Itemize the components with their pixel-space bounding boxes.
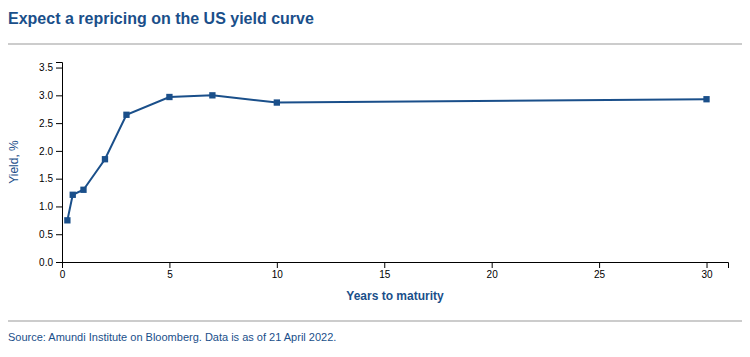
y-tick-label: 0.0 — [39, 257, 53, 268]
y-tick-label: 2.0 — [39, 146, 53, 157]
x-axis-line — [63, 263, 729, 269]
x-tick-mark — [492, 262, 493, 268]
x-axis: 0 5 10 15 20 25 30 — [60, 262, 729, 280]
point — [209, 92, 215, 98]
x-tick: 0 — [60, 262, 66, 280]
point — [703, 96, 709, 102]
y-tick: 2.0 — [39, 146, 62, 157]
x-tick-mark — [707, 262, 708, 268]
x-tick: 10 — [272, 262, 284, 280]
y-tick: 2.5 — [39, 118, 62, 129]
y-axis-line — [56, 63, 63, 263]
y-tick: 3.5 — [39, 62, 62, 73]
separator — [8, 321, 742, 322]
x-tick-label: 15 — [379, 269, 391, 280]
x-tick: 5 — [167, 262, 173, 280]
point — [274, 99, 280, 105]
y-tick-label: 3.5 — [39, 62, 53, 73]
y-tick-mark — [56, 68, 62, 69]
x-tick-label: 25 — [594, 269, 606, 280]
y-tick: 0.0 — [39, 257, 62, 268]
x-tick-label: 10 — [272, 269, 284, 280]
y-tick-mark — [56, 151, 62, 152]
x-tick: 15 — [379, 262, 391, 280]
y-tick: 1.0 — [39, 201, 62, 212]
x-tick-mark — [599, 262, 600, 268]
y-tick-label: 1.5 — [39, 173, 53, 184]
x-tick-label: 20 — [487, 269, 499, 280]
chart: Expect a repricing on the US yield curve… — [0, 0, 750, 357]
x-tick-mark — [169, 262, 170, 268]
y-tick: 1.5 — [39, 173, 62, 184]
x-tick-mark — [277, 262, 278, 268]
y-tick: 3.0 — [39, 90, 62, 101]
line — [67, 95, 706, 220]
point — [80, 187, 86, 193]
title: Expect a repricing on the US yield curve — [8, 10, 314, 27]
y-axis: 0.0 0.5 1.0 1.5 2.0 2.5 3.0 3.5 — [39, 62, 62, 267]
x-tick: 20 — [487, 262, 499, 280]
series — [64, 92, 709, 223]
separator — [8, 44, 742, 45]
x-tick-mark — [384, 262, 385, 268]
y-tick-label: 3.0 — [39, 90, 53, 101]
y-tick-mark — [56, 206, 62, 207]
x-tick: 30 — [701, 262, 713, 280]
point — [64, 217, 70, 223]
x-tick: 25 — [594, 262, 606, 280]
y-tick-mark — [56, 123, 62, 124]
x-tick-label: 5 — [167, 269, 173, 280]
y-tick-label: 1.0 — [39, 201, 53, 212]
y-tick-mark — [56, 262, 62, 263]
y-tick-label: 0.5 — [39, 229, 53, 240]
point — [166, 94, 172, 100]
point — [102, 156, 108, 162]
y-tick-mark — [56, 95, 62, 96]
x-tick-label: 0 — [60, 269, 66, 280]
y-tick: 0.5 — [39, 229, 62, 240]
x-axis-title: Years to maturity — [346, 289, 444, 303]
x-tick-label: 30 — [701, 269, 713, 280]
y-tick-mark — [56, 234, 62, 235]
plot: 0 5 10 15 20 25 30 0.0 0.5 1.0 1.5 2.0 2.5 3.0 3.5 — [39, 62, 728, 280]
y-tick-mark — [56, 179, 62, 180]
point — [123, 112, 129, 118]
point — [70, 192, 76, 198]
y-axis-title: Yield, % — [7, 140, 21, 184]
y-tick-label: 2.5 — [39, 118, 53, 129]
source: Source: Amundi Institute on Bloomberg. D… — [8, 331, 336, 343]
